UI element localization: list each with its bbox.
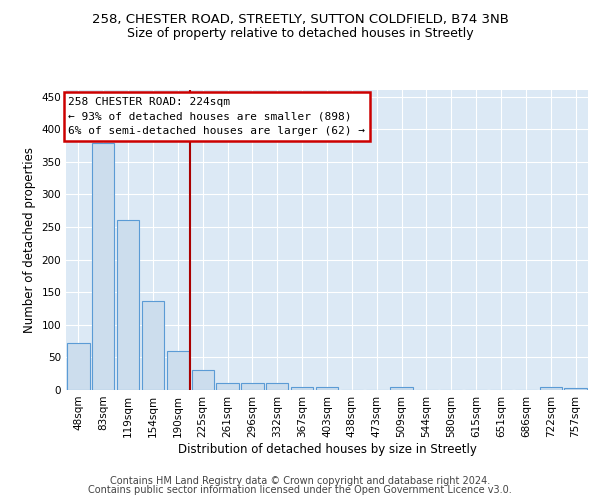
Bar: [117, 220, 139, 390]
Bar: [142, 302, 164, 390]
Bar: [217, 384, 239, 390]
Bar: [539, 386, 562, 390]
Bar: [266, 384, 289, 390]
Text: Contains HM Land Registry data © Crown copyright and database right 2024.: Contains HM Land Registry data © Crown c…: [110, 476, 490, 486]
Bar: [241, 384, 263, 390]
Bar: [391, 386, 413, 390]
Text: Contains public sector information licensed under the Open Government Licence v3: Contains public sector information licen…: [88, 485, 512, 495]
Text: 258, CHESTER ROAD, STREETLY, SUTTON COLDFIELD, B74 3NB: 258, CHESTER ROAD, STREETLY, SUTTON COLD…: [92, 12, 508, 26]
Text: 258 CHESTER ROAD: 224sqm
← 93% of detached houses are smaller (898)
6% of semi-d: 258 CHESTER ROAD: 224sqm ← 93% of detach…: [68, 96, 365, 136]
Bar: [291, 386, 313, 390]
Bar: [167, 351, 189, 390]
Text: Size of property relative to detached houses in Streetly: Size of property relative to detached ho…: [127, 28, 473, 40]
Bar: [92, 144, 115, 390]
Bar: [565, 388, 587, 390]
X-axis label: Distribution of detached houses by size in Streetly: Distribution of detached houses by size …: [178, 442, 476, 456]
Bar: [191, 370, 214, 390]
Bar: [67, 343, 89, 390]
Y-axis label: Number of detached properties: Number of detached properties: [23, 147, 36, 333]
Bar: [316, 386, 338, 390]
